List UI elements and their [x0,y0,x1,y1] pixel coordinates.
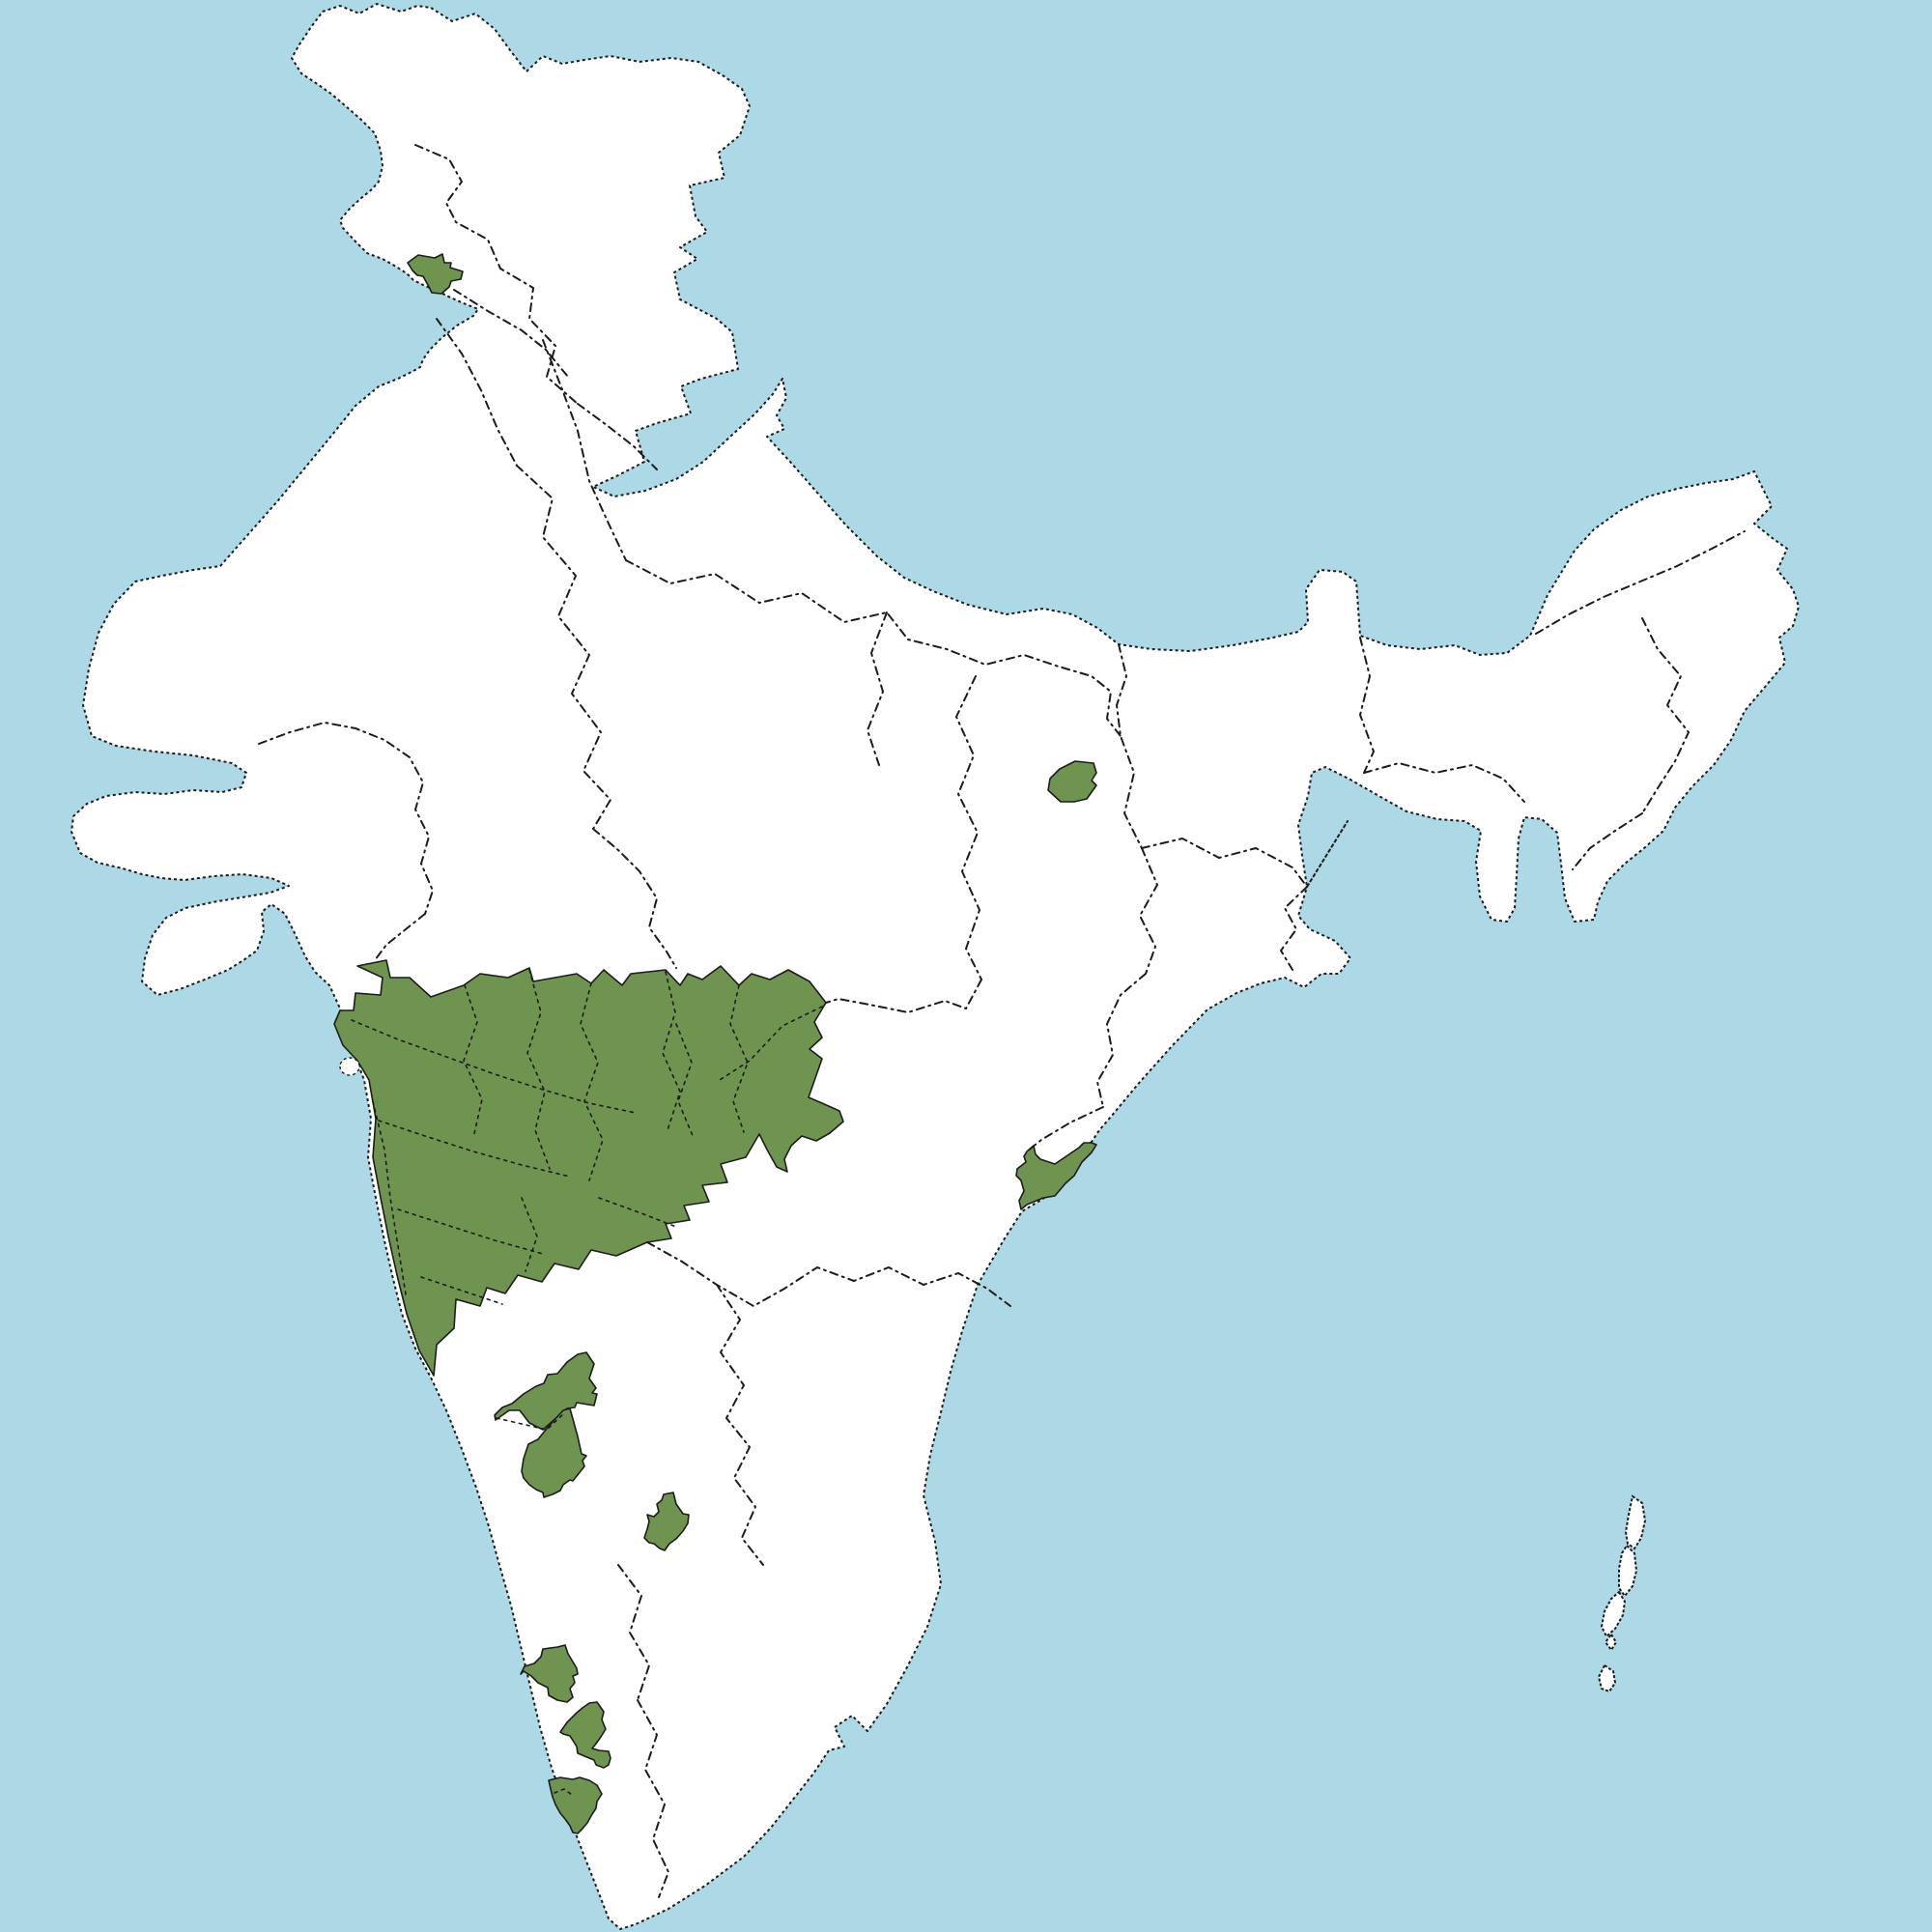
state-border [646,1241,1011,1308]
district-border [526,969,551,1170]
state-border [1363,761,1525,803]
state-border [542,339,627,561]
district-border [554,1788,573,1796]
highlight-karnataka-southeast-district[interactable] [643,1492,690,1551]
district-border [496,1412,565,1431]
state-border [1095,973,1147,1108]
state-border [1138,847,1159,975]
district-border [662,971,681,1131]
state-border [866,611,888,766]
island-little-andaman [1597,1663,1617,1693]
islands-group [1597,1494,1647,1693]
district-border [598,1197,677,1228]
highlight-karnataka-south-district[interactable] [521,1407,587,1498]
state-border [1535,530,1746,635]
state-border [414,144,579,405]
highlight-central-india-district[interactable] [1047,760,1097,803]
state-border [592,828,677,969]
state-border [617,1564,651,1701]
district-border [397,1208,544,1255]
state-border [436,318,518,467]
island-andaman-north [1624,1494,1647,1550]
mumbai-city-notch [339,1057,360,1076]
highlight-maharashtra-region[interactable] [333,959,844,1377]
island-andaman-middle [1618,1544,1638,1598]
district-border [521,1197,538,1272]
highlight-kerala-middle-district[interactable] [559,1701,611,1769]
highlight-punjab-border-district[interactable] [407,253,464,295]
state-border [258,721,435,915]
state-border [1115,643,1143,849]
district-border [378,1120,571,1178]
state-border [453,289,569,378]
state-border [625,559,1122,737]
state-border [1358,637,1376,774]
state-border [637,1699,670,1898]
island-andaman-south [1600,1590,1627,1638]
highlight-east-coast-district[interactable] [1015,1142,1097,1210]
district-border [463,984,483,1139]
highlight-kerala-south-district[interactable] [548,1776,603,1834]
district-border [729,984,749,1133]
district-border [420,1276,503,1305]
state-borders-group [258,144,1746,1898]
state-border [954,675,982,980]
state-border [1026,1106,1104,1152]
highlight-kerala-north-district[interactable] [520,1644,579,1703]
highlight-karnataka-north-district[interactable] [494,1351,598,1431]
district-border [372,1100,407,1295]
india-mainland [71,3,1800,1930]
state-border [1141,837,1308,888]
island-andaman-tail [1604,1633,1618,1652]
state-border [825,979,982,1014]
state-border [716,1284,764,1566]
district-border [675,1023,695,1139]
state-border [1279,886,1308,971]
district-borders-group [351,969,823,1796]
district-border [716,1006,823,1083]
state-border [516,465,612,830]
state-border [1572,812,1643,870]
state-border [1641,617,1690,814]
state-border [577,403,658,470]
highlighted-districts-group [333,253,1097,1834]
state-border [374,913,426,961]
